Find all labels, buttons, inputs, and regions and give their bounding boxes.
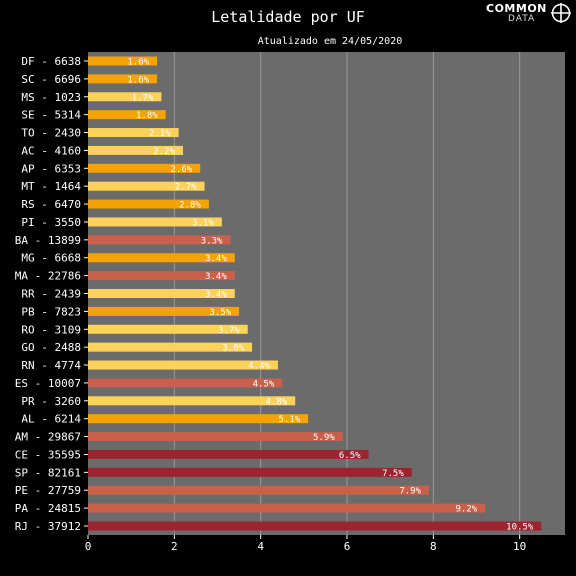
y-tick-label: MG - 6668 (21, 252, 81, 265)
bar-value-label: 3.7% (218, 326, 240, 336)
y-tick-label: AC - 4160 (21, 144, 81, 157)
bar-value-label: 10.5% (506, 523, 534, 533)
bar (88, 92, 162, 102)
y-tick-label: ES - 10007 (15, 377, 81, 390)
bar-value-label: 3.4% (205, 290, 227, 300)
bar-value-label: 1.6% (127, 58, 149, 68)
y-tick-label: MT - 1464 (21, 180, 81, 193)
bar (88, 253, 235, 263)
bar-value-label: 2.2% (153, 147, 175, 157)
bar (88, 414, 309, 424)
bar (88, 485, 430, 495)
bar (88, 217, 222, 227)
bar (88, 289, 235, 298)
bar (88, 342, 253, 352)
bar-value-label: 4.5% (253, 379, 275, 389)
x-tick-label: 10 (513, 540, 526, 553)
bar (88, 324, 248, 334)
bar (88, 360, 278, 370)
bar-value-label: 7.5% (382, 469, 404, 479)
bar-value-label: 4.8% (266, 397, 288, 407)
y-tick-label: PI - 3550 (21, 216, 81, 229)
y-tick-label: GO - 2488 (21, 341, 81, 354)
bar-value-label: 3.4% (205, 272, 227, 282)
bar (88, 432, 343, 442)
bar (88, 110, 166, 120)
crosshair-icon (551, 3, 571, 23)
bar-value-label: 1.7% (132, 93, 154, 103)
bar (88, 74, 158, 84)
bar-value-label: 2.8% (179, 201, 201, 211)
y-tick-label: RJ - 37912 (15, 520, 81, 533)
bar (88, 181, 205, 191)
bar (88, 449, 369, 459)
x-tick-label: 0 (85, 540, 92, 553)
logo-sub-text: DATA (508, 14, 536, 24)
y-tick-label: RR - 2439 (21, 288, 81, 301)
bar-value-label: 5.1% (278, 415, 300, 425)
y-tick-label: SE - 5314 (21, 109, 81, 122)
bar (88, 145, 183, 155)
y-tick-label: AP - 6353 (21, 162, 81, 175)
y-tick-label: PR - 3260 (21, 395, 81, 408)
y-tick-label: PB - 7823 (21, 305, 81, 318)
bar-value-label: 1.6% (127, 75, 149, 85)
bar-value-label: 4.4% (248, 362, 270, 372)
y-tick-label: AM - 29867 (15, 431, 81, 444)
y-tick-label: CE - 35595 (15, 448, 81, 461)
bar-value-label: 3.5% (209, 308, 231, 318)
bar-value-label: 5.9% (313, 433, 335, 443)
bar (88, 163, 201, 173)
bar (88, 396, 296, 406)
x-tick-label: 4 (257, 540, 264, 553)
y-tick-label: MA - 22786 (15, 270, 81, 283)
y-tick-label: PE - 27759 (15, 484, 81, 497)
bar-value-label: 3.4% (205, 254, 227, 264)
y-tick-label: PA - 24815 (15, 502, 81, 515)
x-tick-label: 8 (430, 540, 437, 553)
chart-title: Letalidade por UF (211, 8, 365, 26)
bar-value-label: 1.8% (136, 111, 158, 121)
bar (88, 306, 240, 316)
y-tick-label: RS - 6470 (21, 198, 81, 211)
bar-value-label: 9.2% (455, 505, 477, 515)
y-tick-label: BA - 13899 (15, 234, 81, 247)
bar-value-label: 2.6% (171, 165, 193, 175)
y-tick-label: AL - 6214 (21, 413, 81, 426)
bar (88, 271, 235, 281)
y-tick-label: RO - 3109 (21, 323, 81, 336)
x-tick-label: 2 (171, 540, 178, 553)
bar-value-label: 3.3% (201, 236, 223, 246)
bar-value-label: 7.9% (399, 487, 421, 497)
y-tick-label: RN - 4774 (21, 359, 81, 372)
y-tick-label: SP - 82161 (15, 466, 81, 479)
y-tick-label: SC - 6696 (21, 73, 81, 86)
bar (88, 235, 231, 245)
bar-value-label: 2.7% (175, 183, 197, 193)
bar-value-label: 3.8% (222, 344, 244, 354)
x-tick-label: 6 (344, 540, 351, 553)
y-tick-label: DF - 6638 (21, 55, 81, 68)
bar-value-label: 3.1% (192, 218, 214, 228)
chart-subtitle: Atualizado em 24/05/2020 (257, 36, 403, 47)
logo-text: COMMON (486, 2, 547, 15)
bar (88, 199, 209, 209)
y-tick-label: MS - 1023 (21, 91, 81, 104)
bar (88, 467, 412, 477)
bar (88, 503, 486, 513)
y-tick-label: TO - 2430 (21, 127, 81, 140)
bar (88, 56, 158, 66)
bar (88, 521, 542, 531)
bar-value-label: 6.5% (339, 451, 361, 461)
common-data-logo: COMMON DATA (486, 2, 571, 34)
bar (88, 128, 179, 138)
bar (88, 378, 283, 388)
bar-value-label: 2.1% (149, 129, 171, 139)
